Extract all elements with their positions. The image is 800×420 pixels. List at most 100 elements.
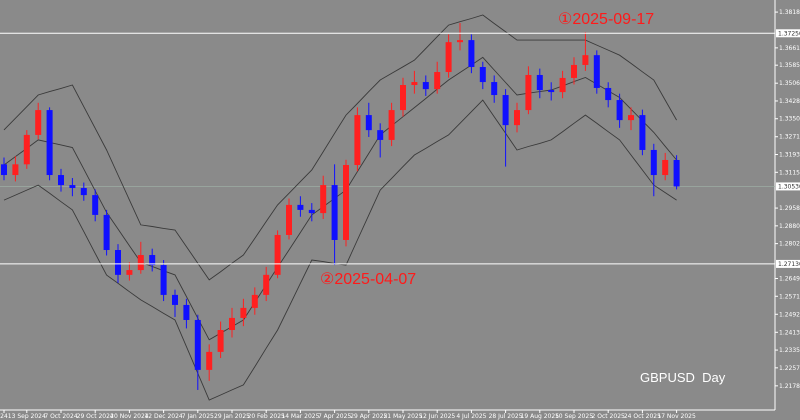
- y-tick-label: 1.35060: [779, 80, 800, 87]
- x-tick-label: 13 Sep 2024: [8, 413, 46, 420]
- x-tick-label: 17 Nov 2025: [657, 413, 696, 420]
- y-tick-label: 1.31150: [779, 169, 800, 176]
- x-tick-label: 2 Oct 2025: [592, 413, 625, 420]
- candle-body: [160, 265, 167, 295]
- x-tick-label: 29 Jan 2025: [214, 413, 250, 420]
- price-label: 1.37250: [778, 30, 800, 37]
- candle-body: [628, 115, 634, 121]
- candle-body: [502, 95, 509, 126]
- candle-body: [137, 255, 144, 271]
- candle-body: [58, 175, 64, 186]
- candle-body: [80, 188, 87, 196]
- price-label-box: [776, 259, 800, 268]
- candle-body: [46, 110, 53, 176]
- candle-body: [650, 149, 657, 176]
- x-tick-label: 12 Dec 2024: [144, 413, 183, 420]
- candle-body: [400, 85, 406, 111]
- x-tick-label: 12 Jun 2025: [419, 413, 455, 420]
- candle-body: [445, 42, 452, 73]
- y-tick-label: 1.36610: [779, 45, 800, 52]
- candle-body: [240, 307, 247, 318]
- candle-body: [126, 270, 133, 275]
- y-tick-label: 1.34280: [779, 98, 800, 105]
- x-tick-label: 14 Mar 2025: [281, 413, 319, 420]
- candle-body: [548, 90, 555, 93]
- bollinger-band: [3, 14, 677, 281]
- y-tick-label: 1.24920: [779, 311, 800, 318]
- current-price-box: [776, 182, 800, 191]
- x-tick-label: 7 Oct 2024: [44, 413, 77, 420]
- annotation: ①2025-09-17: [558, 11, 654, 28]
- annotation: ②2025-04-07: [320, 271, 416, 288]
- candle-body: [320, 185, 327, 214]
- candle-body: [69, 185, 76, 189]
- y-tick-label: 1.29580: [779, 205, 800, 212]
- x-tick-label: 21 May 2025: [383, 413, 422, 420]
- y-tick-label: 1.21780: [779, 383, 800, 390]
- candle-body: [217, 330, 224, 352]
- x-tick-label: 29 Apr 2025: [350, 413, 387, 420]
- x-tick-label: 7 Jan 2025: [182, 413, 214, 420]
- y-tick-label: 1.31930: [779, 152, 800, 159]
- candle-body: [286, 204, 292, 235]
- candle-body: [411, 82, 418, 86]
- candle-body: [514, 110, 520, 126]
- candle-body: [571, 64, 577, 78]
- candle-body: [172, 294, 178, 305]
- x-tick-label: 19 Aug 2025: [521, 413, 560, 420]
- y-tick-label: 1.24130: [779, 329, 800, 336]
- candle-body: [103, 214, 110, 251]
- y-tick-label: 1.26490: [779, 275, 800, 282]
- candle-body: [229, 317, 235, 331]
- candle-body: [673, 159, 680, 187]
- candle-body: [206, 351, 213, 370]
- candle-body: [468, 40, 475, 68]
- y-tick-label: 1.22570: [779, 365, 800, 372]
- candle-body: [149, 255, 156, 266]
- x-tick-label: 28 Jul 2025: [489, 413, 523, 420]
- candle-body: [194, 319, 201, 370]
- candle-body: [662, 159, 669, 176]
- plot: 1.38180 1.36610 1.35850 1.35060 1.34280 1.335…: [0, 9, 800, 420]
- candle-body: [388, 110, 395, 140]
- candle-body: [35, 110, 42, 135]
- candle-body: [251, 294, 258, 308]
- candle-body: [343, 165, 349, 240]
- y-tick-label: 1.28020: [779, 241, 800, 248]
- y-tick-label: 1.32710: [779, 134, 800, 141]
- candle-body: [274, 234, 281, 275]
- candle-body: [491, 82, 498, 96]
- x-tick-label: 10 Sep 2025: [555, 413, 593, 420]
- candle-body: [525, 74, 532, 111]
- x-tick-label: 20 Nov 2024: [110, 413, 149, 420]
- y-tick-label: 1.38180: [779, 9, 800, 16]
- candle-body: [263, 274, 270, 295]
- candle-body: [616, 100, 623, 121]
- candle-body: [1, 164, 7, 176]
- candle-body: [457, 40, 463, 43]
- candle-body: [354, 115, 361, 166]
- candle-body: [297, 204, 304, 210]
- current-price-label: 1.30530: [778, 183, 800, 190]
- candle-body: [593, 55, 600, 88]
- y-tick-label: 1.35850: [779, 62, 800, 69]
- x-tick-label: 24 Oct 2025: [624, 413, 661, 420]
- x-tick-label: 24: [0, 413, 8, 420]
- candle-body: [92, 195, 99, 215]
- y-tick-label: 1.33500: [779, 116, 800, 123]
- candle-body: [377, 130, 384, 140]
- y-tick-label: 1.25710: [779, 293, 800, 300]
- chart-title: GBPUSD Day: [640, 370, 726, 385]
- x-tick-label: 29 Oct 2024: [77, 413, 114, 420]
- x-tick-label: 7 Apr 2025: [318, 413, 351, 420]
- x-tick-label: 4 Jul 2025: [456, 413, 486, 420]
- candle-body: [639, 115, 646, 150]
- candle-body: [434, 72, 441, 90]
- candle-body: [605, 87, 612, 101]
- candle-body: [365, 115, 372, 131]
- x-tick-label: 20 Feb 2025: [248, 413, 286, 420]
- candle-body: [422, 82, 429, 90]
- candle-body: [331, 185, 338, 240]
